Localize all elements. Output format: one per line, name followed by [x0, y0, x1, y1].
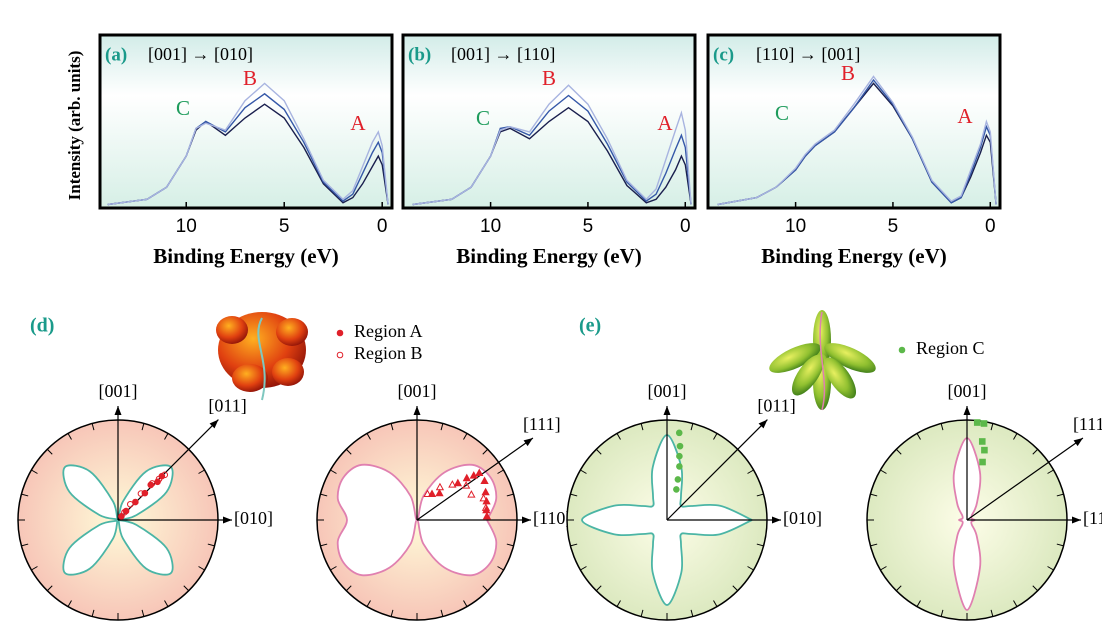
data-point [677, 464, 683, 470]
peak-label: A [350, 111, 366, 135]
data-point [974, 420, 980, 426]
arrow-head [664, 406, 671, 415]
axis-label: [001] [99, 381, 138, 401]
legend-marker [337, 330, 343, 336]
x-tick-label: 0 [680, 216, 691, 237]
x-tick-label: 10 [785, 216, 806, 237]
axis-label: [110] [533, 508, 571, 528]
legend-marker [337, 352, 343, 358]
x-axis-label: Binding Energy (eV) [456, 244, 642, 268]
orbital-red [216, 312, 308, 400]
axis-label: [011] [757, 396, 795, 416]
y-axis-label: Intensity (arb. units) [65, 51, 84, 201]
panel-label: (a) [105, 44, 127, 65]
peak-label: B [841, 61, 855, 85]
arrow-head [414, 406, 421, 415]
axis-label: [111] [523, 414, 561, 434]
panel-title: [001] → [010] [148, 44, 253, 64]
x-tick-label: 0 [377, 216, 388, 237]
x-tick-label: 10 [176, 216, 197, 237]
arrow-head [1072, 517, 1081, 524]
legend-marker [899, 347, 905, 353]
legend-label: Region C [916, 338, 985, 358]
x-tick-label: 5 [583, 216, 594, 237]
axis-label: [110] [1083, 508, 1102, 528]
data-point [677, 453, 683, 459]
panel-label: (b) [408, 44, 431, 65]
peak-label: C [775, 101, 789, 125]
panel-label: (c) [713, 44, 734, 65]
legend-label: Region B [354, 343, 423, 363]
arrow-head [964, 406, 971, 415]
arrow-head [115, 406, 122, 415]
data-point [675, 477, 681, 483]
data-point [981, 421, 987, 427]
axis-label: [001] [398, 381, 437, 401]
x-tick-label: 5 [888, 216, 899, 237]
data-point [674, 487, 680, 493]
legend-label: Region A [354, 321, 423, 341]
panel-label: (e) [579, 315, 601, 337]
data-point [982, 447, 988, 453]
peak-label: B [542, 66, 556, 90]
peak-label: A [957, 104, 973, 128]
x-axis-label: Binding Energy (eV) [153, 244, 339, 268]
axis-label: [010] [783, 508, 822, 528]
peak-label: C [476, 106, 490, 130]
panel-title: [001] → [110] [451, 44, 555, 64]
x-tick-label: 0 [985, 216, 996, 237]
x-tick-label: 10 [480, 216, 501, 237]
data-point [979, 439, 985, 445]
arrow-head [522, 517, 531, 524]
data-point [148, 482, 154, 488]
axis-label: [001] [648, 381, 687, 401]
peak-label: A [657, 111, 673, 135]
arrow-head [772, 517, 781, 524]
axis-label: [010] [234, 508, 273, 528]
data-point [676, 430, 682, 436]
x-axis-label: Binding Energy (eV) [761, 244, 947, 268]
figure: 10 5 0 Binding Energy (eV) Intensity (arb. u… [0, 0, 1102, 625]
axis-label: [001] [948, 381, 987, 401]
axis-label: [011] [208, 396, 246, 416]
arrow-head [524, 438, 533, 446]
data-point [677, 443, 683, 449]
arrow-head [223, 517, 232, 524]
x-tick-label: 5 [279, 216, 290, 237]
panel-label: (d) [30, 315, 54, 337]
data-point [980, 459, 986, 465]
axis-label: [111] [1073, 414, 1102, 434]
arrow-head [1074, 438, 1083, 446]
peak-label: B [243, 66, 257, 90]
peak-label: C [176, 96, 190, 120]
